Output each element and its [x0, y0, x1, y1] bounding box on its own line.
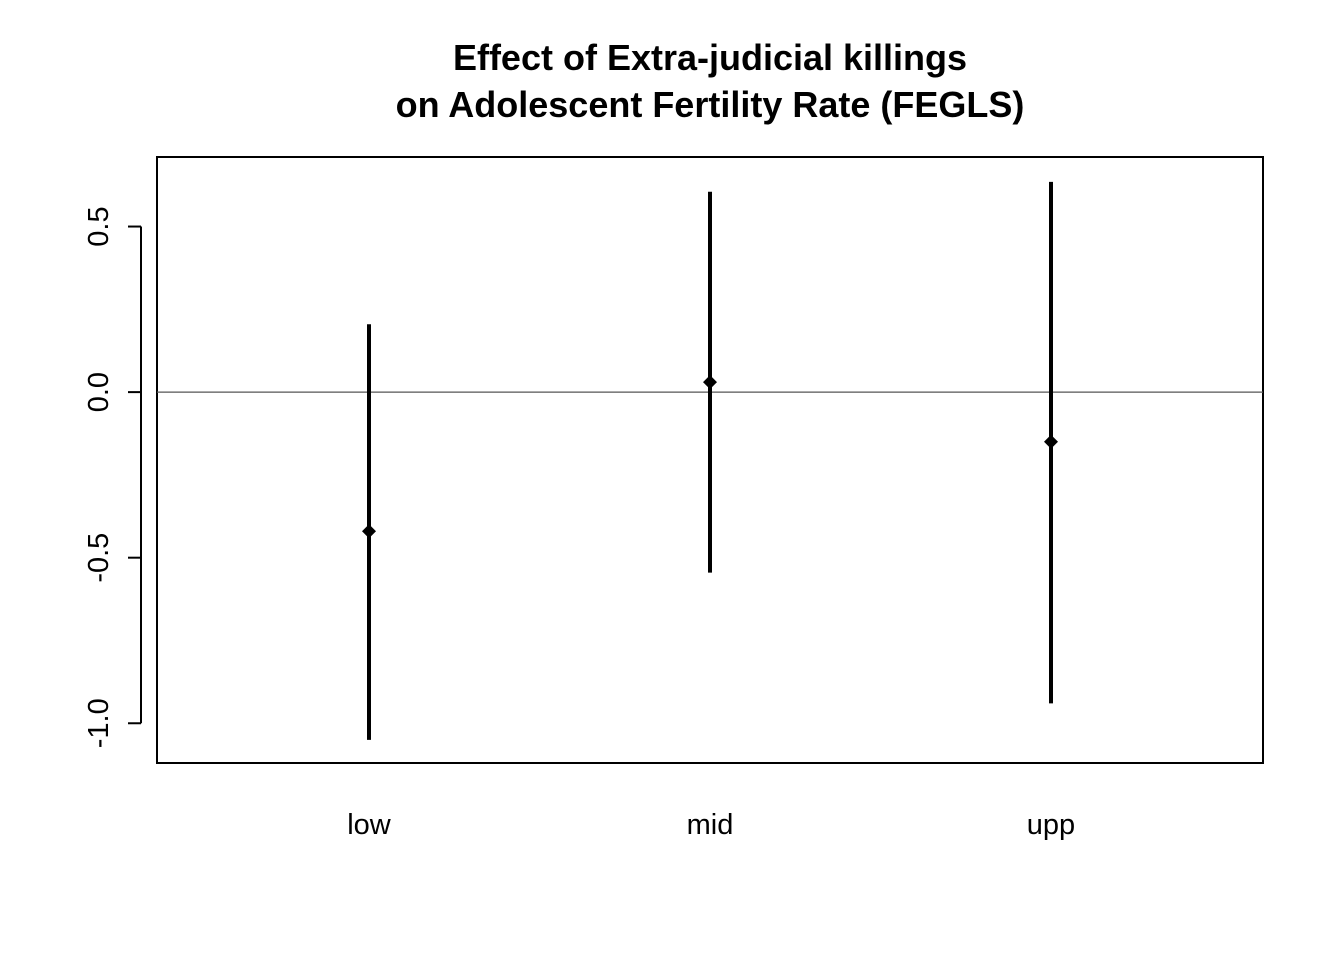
y-tick-label: 0.5: [83, 206, 115, 246]
marks-layer: -1.0 -0.5 0.0 0.5 low mid upp: [83, 181, 1263, 841]
point-estimate-upp: [1044, 434, 1058, 449]
x-category-label: upp: [1027, 809, 1075, 841]
y-tick-label: -1.0: [83, 698, 115, 748]
plot-frame: [156, 156, 1264, 764]
chart-title-line-1: Effect of Extra-judicial killings: [453, 37, 967, 78]
point-estimate-low: [362, 524, 376, 539]
x-category-label: mid: [687, 809, 734, 841]
point-estimate-mid: [703, 375, 717, 390]
y-tick-label: 0.0: [83, 372, 115, 412]
x-category-label: low: [347, 809, 392, 841]
chart-title-line-2: on Adolescent Fertility Rate (FEGLS): [396, 84, 1025, 125]
y-tick-label: -0.5: [83, 533, 115, 583]
